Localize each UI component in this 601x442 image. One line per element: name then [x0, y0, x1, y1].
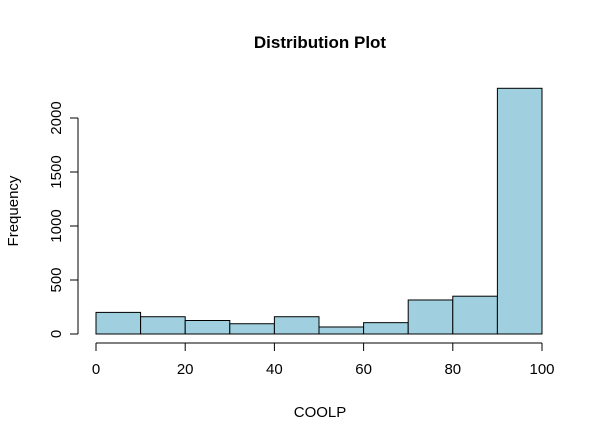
x-tick-label: 20 [177, 361, 194, 378]
y-tick-label: 2000 [48, 101, 65, 134]
histogram-bar-70-80 [407, 299, 454, 335]
x-tick-label: 0 [92, 361, 100, 378]
histogram-bar-50-60 [318, 326, 365, 335]
x-tick-label: 80 [444, 361, 461, 378]
histogram-bar-10-20 [140, 316, 186, 335]
histogram-bar-60-70 [363, 322, 409, 335]
histogram-bar-40-50 [273, 316, 320, 335]
histogram-bar-30-40 [229, 323, 275, 335]
x-tick-label: 60 [355, 361, 372, 378]
y-axis: 0 500 1000 1500 2000 [48, 101, 79, 338]
histogram-bar-80-90 [452, 295, 498, 335]
histogram-bar-0-10 [95, 311, 142, 335]
x-tick-label: 40 [266, 361, 283, 378]
y-tick-label: 500 [48, 267, 65, 292]
x-axis-label: COOLP [294, 404, 347, 421]
histogram-bar-20-30 [184, 320, 231, 335]
y-axis-label: Frequency [5, 175, 22, 246]
histogram-bar-90-100 [496, 87, 543, 335]
chart-title: Distribution Plot [254, 33, 387, 52]
x-axis: 0 20 40 60 80 100 [92, 342, 555, 378]
x-tick-label: 100 [529, 361, 554, 378]
histogram-bars [95, 87, 543, 335]
y-tick-label: 1500 [48, 155, 65, 188]
y-tick-label: 1000 [48, 209, 65, 242]
y-tick-label: 0 [48, 330, 65, 338]
